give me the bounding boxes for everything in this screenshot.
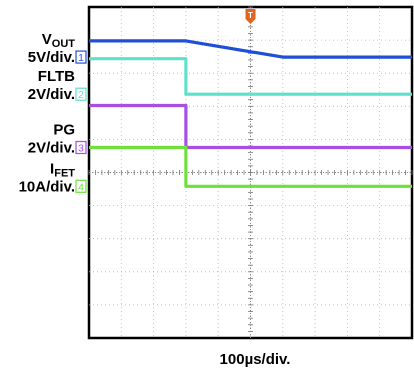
channel-marker-number: 1 xyxy=(78,53,84,64)
channel-marker-box xyxy=(75,179,87,193)
traces xyxy=(89,39,412,188)
channel-scale: 5V/div. xyxy=(28,49,75,66)
channel-name: IFET xyxy=(50,160,75,179)
channel-marker-number: 4 xyxy=(78,182,84,193)
channel-marker-box xyxy=(75,87,87,101)
trigger-marker: T xyxy=(245,9,256,24)
channel-marker-2: 2 xyxy=(75,87,87,101)
channel-marker-number: 3 xyxy=(78,144,84,155)
channel-name: PG xyxy=(53,122,75,139)
trace-ch3 xyxy=(89,103,412,150)
trigger-marker-text: T xyxy=(248,11,253,20)
channel-name: VOUT xyxy=(42,31,76,50)
trigger-marker-shape xyxy=(245,9,256,24)
x-axis-label: 100µs/div. xyxy=(220,351,291,368)
channel-marker-4: 4 xyxy=(75,179,87,193)
channel-scale: 2V/div. xyxy=(28,86,75,103)
channel-labels: VOUT5V/div.FLTB2V/div.PG2V/div.IFET10A/d… xyxy=(19,31,76,195)
channel-name: FLTB xyxy=(38,68,75,85)
trace-ch2 xyxy=(89,57,412,96)
channel-marker-3: 3 xyxy=(75,140,87,155)
channel-marker-box xyxy=(75,50,87,64)
channel-scale: 10A/div. xyxy=(19,178,75,195)
channel-markers: 1 2 3 4 xyxy=(75,50,87,193)
channel-marker-number: 2 xyxy=(78,90,84,101)
channel-marker-box xyxy=(75,140,87,155)
trace-ch1 xyxy=(89,39,412,59)
trace-ch4 xyxy=(89,145,412,188)
channel-marker-1: 1 xyxy=(75,50,87,64)
channel-scale: 2V/div. xyxy=(28,140,75,157)
